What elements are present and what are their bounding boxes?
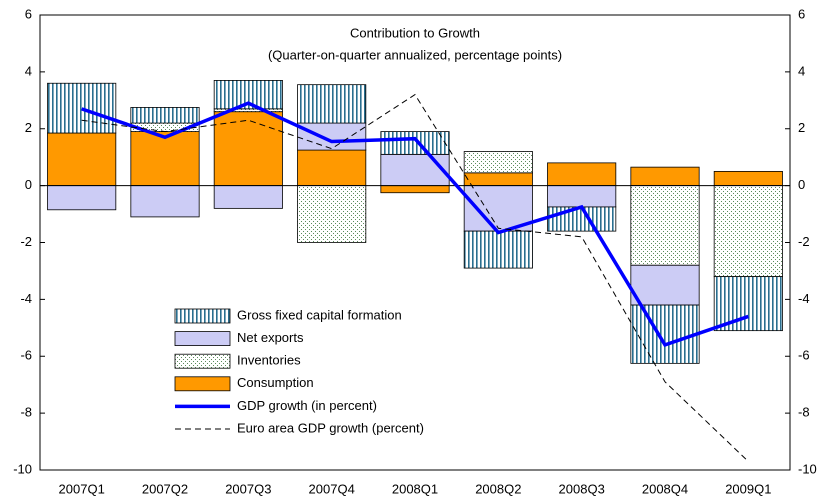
line: [81, 101, 749, 347]
x-tick-label: 2007Q2: [142, 481, 188, 496]
y2-tick-label: -8: [798, 405, 810, 420]
x-tick-label: 2009Q1: [725, 481, 771, 496]
bar: [713, 185, 783, 278]
x-tick-label: 2007Q4: [309, 481, 355, 496]
x-tick-label: 2007Q1: [59, 481, 105, 496]
legend-label: Consumption: [237, 375, 314, 390]
x-tick-label: 2008Q4: [642, 481, 688, 496]
bar: [213, 185, 283, 209]
y-tick-label: 0: [25, 177, 32, 192]
bar: [630, 304, 700, 364]
bar: [130, 107, 200, 124]
bar: [297, 84, 367, 124]
legend-label: Net exports: [237, 330, 304, 345]
bar: [463, 151, 533, 174]
bar: [47, 82, 117, 134]
legend-swatch: [174, 331, 231, 347]
legend-swatch: [174, 308, 231, 324]
legend-swatch: [174, 353, 231, 369]
bar: [713, 276, 783, 332]
y-tick-label: 6: [25, 6, 32, 21]
bar: [380, 185, 450, 194]
bar: [547, 206, 617, 232]
bar: [47, 185, 117, 211]
y-tick-label: -4: [20, 291, 32, 306]
bar: [380, 131, 450, 155]
y2-tick-label: -2: [798, 234, 810, 249]
x-tick-label: 2008Q1: [392, 481, 438, 496]
y-tick-label: -6: [20, 348, 32, 363]
y-tick-label: 4: [25, 63, 32, 78]
y2-tick-label: 4: [798, 63, 805, 78]
bar: [713, 171, 783, 187]
bar: [297, 122, 367, 151]
y2-tick-label: 2: [798, 120, 805, 135]
y2-tick-label: -6: [798, 348, 810, 363]
bar: [130, 131, 200, 187]
legend-label: Euro area GDP growth (percent): [237, 420, 424, 435]
bar: [547, 185, 617, 208]
bar: [630, 185, 700, 266]
bar: [130, 185, 200, 218]
y2-tick-label: -4: [798, 291, 810, 306]
x-tick-label: 2008Q3: [559, 481, 605, 496]
bar: [213, 111, 283, 187]
bar: [463, 172, 533, 187]
x-tick-label: 2007Q3: [225, 481, 271, 496]
y2-tick-label: -10: [798, 461, 817, 476]
y-tick-label: -8: [20, 405, 32, 420]
bar: [47, 132, 117, 187]
legend-swatch: [174, 376, 231, 392]
bar: [630, 264, 700, 306]
y-tick-label: 2: [25, 120, 32, 135]
x-tick-label: 2008Q2: [475, 481, 521, 496]
bar: [380, 153, 450, 187]
chart-title: Contribution to Growth: [350, 25, 480, 40]
legend-label: GDP growth (in percent): [237, 398, 377, 413]
y2-tick-label: 6: [798, 6, 805, 21]
plot-frame: [39, 14, 791, 471]
bar: [547, 162, 617, 187]
chart-subtitle: (Quarter-on-quarter annualized, percenta…: [268, 47, 562, 62]
bar: [630, 166, 700, 187]
legend-label: Gross fixed capital formation: [237, 307, 402, 322]
y2-tick-label: 0: [798, 177, 805, 192]
bar: [297, 149, 367, 187]
line: [81, 93, 749, 462]
y-tick-label: -10: [13, 461, 32, 476]
bar: [297, 185, 367, 243]
legend-label: Inventories: [237, 353, 301, 368]
bar: [463, 230, 533, 269]
y-tick-label: -2: [20, 234, 32, 249]
